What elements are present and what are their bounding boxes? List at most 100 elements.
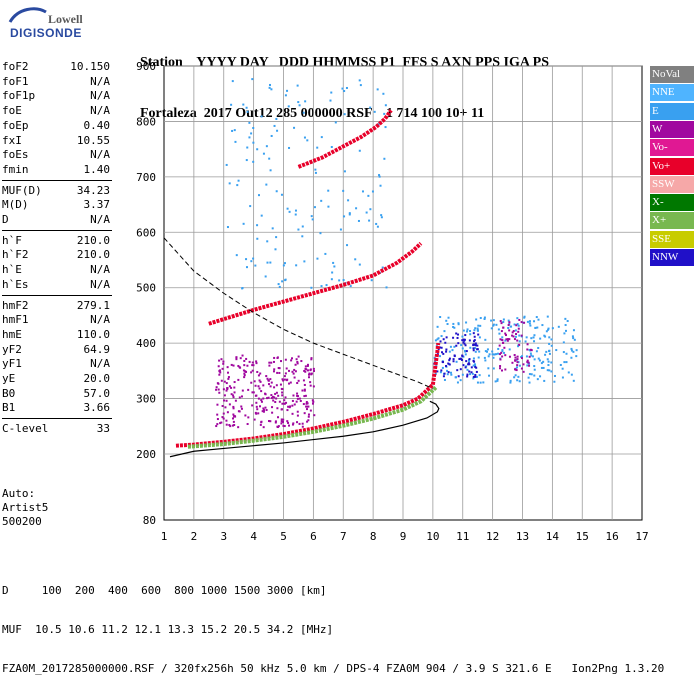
scatter-point <box>439 355 441 357</box>
scatter-point <box>286 420 288 422</box>
scatter-point <box>304 384 306 386</box>
y-tick-label: 500 <box>136 282 156 295</box>
scatter-point <box>377 88 379 90</box>
scatter-point <box>331 146 333 148</box>
x-tick-label: 3 <box>220 530 227 543</box>
scatter-point <box>518 335 520 337</box>
scatter-point <box>265 275 267 277</box>
scatter-point <box>226 400 228 402</box>
scatter-point <box>238 180 240 182</box>
scatter-point <box>259 388 261 390</box>
scatter-point <box>454 354 456 356</box>
scatter-point <box>246 159 248 161</box>
scatter-point <box>534 327 536 329</box>
scatter-point <box>231 393 233 395</box>
scatter-point <box>216 386 218 388</box>
scatter-point <box>280 360 282 362</box>
y-tick-label: 400 <box>136 337 156 350</box>
scatter-point <box>256 238 258 240</box>
scatter-point <box>295 210 297 212</box>
scatter-point <box>478 357 480 359</box>
scatter-point <box>445 320 447 322</box>
scatter-point <box>517 358 519 360</box>
scatter-point <box>235 400 237 402</box>
y-tick-label: 300 <box>136 393 156 406</box>
scatter-point <box>316 258 318 260</box>
scatter-point <box>480 382 482 384</box>
scatter-point <box>473 332 475 334</box>
scatter-point <box>315 172 317 174</box>
scatter-point <box>305 365 307 367</box>
scatter-point <box>281 408 283 410</box>
scatter-point <box>453 327 455 329</box>
scatter-point <box>501 369 503 371</box>
scatter-point <box>525 340 527 342</box>
scatter-point <box>533 334 535 336</box>
scatter-point <box>276 372 278 374</box>
scatter-point <box>236 184 238 186</box>
scatter-point <box>314 169 316 171</box>
scatter-point <box>241 408 243 410</box>
scatter-point <box>571 374 573 376</box>
scatter-point <box>367 195 369 197</box>
scatter-point <box>255 385 257 387</box>
scatter-point <box>290 359 292 361</box>
scatter-point <box>537 347 539 349</box>
scatter-point <box>298 380 300 382</box>
scatter-point <box>237 426 239 428</box>
scatter-point <box>488 375 490 377</box>
scatter-point <box>461 355 463 357</box>
scatter-point <box>225 420 227 422</box>
scatter-point <box>492 357 494 359</box>
scatter-point <box>277 395 279 397</box>
scatter-point <box>484 357 486 359</box>
scatter-point <box>375 223 377 225</box>
scatter-point <box>523 371 525 373</box>
scatter-point <box>259 373 261 375</box>
scatter-point <box>479 325 481 327</box>
ionogram-chart: 1 2 3 4 5 6 7 8 9 10 11 12 13 14 15 16 17802003004005006… <box>0 0 700 600</box>
scatter-point <box>564 318 566 320</box>
scatter-point <box>229 403 231 405</box>
scatter-point <box>223 413 225 415</box>
scatter-point <box>275 422 277 424</box>
scatter-point <box>442 361 444 363</box>
scatter-point <box>256 408 258 410</box>
scatter-point <box>465 353 467 355</box>
scatter-point <box>527 343 529 345</box>
scatter-point <box>216 423 218 425</box>
scatter-point <box>271 397 273 399</box>
scatter-point <box>307 402 309 404</box>
scatter-point <box>270 169 272 171</box>
scatter-point <box>263 426 265 428</box>
scatter-point <box>220 358 222 360</box>
scatter-point <box>531 349 533 351</box>
legend-item-e: E <box>650 103 694 120</box>
scatter-point <box>521 321 523 323</box>
x-tick-label: 10 <box>426 530 439 543</box>
scatter-point <box>555 349 557 351</box>
scatter-point <box>312 401 314 403</box>
x-tick-label: 4 <box>250 530 257 543</box>
scatter-point <box>286 90 288 92</box>
scatter-point <box>369 107 371 109</box>
scatter-point <box>465 360 467 362</box>
scatter-point <box>358 220 360 222</box>
scatter-point <box>518 344 520 346</box>
scatter-point <box>274 248 276 250</box>
scatter-point <box>515 336 517 338</box>
x-tick-label: 9 <box>400 530 407 543</box>
scatter-point <box>310 410 312 412</box>
scatter-point <box>295 264 297 266</box>
scatter-point <box>284 279 286 281</box>
scatter-point <box>265 375 267 377</box>
scatter-point <box>494 354 496 356</box>
scatter-point <box>493 324 495 326</box>
scatter-point <box>462 364 464 366</box>
legend-item-ssw: SSW <box>650 176 694 193</box>
scatter-point <box>296 361 298 363</box>
scatter-point <box>299 398 301 400</box>
scatter-point <box>530 353 532 355</box>
scatter-point <box>327 206 329 208</box>
scatter-point <box>299 423 301 425</box>
